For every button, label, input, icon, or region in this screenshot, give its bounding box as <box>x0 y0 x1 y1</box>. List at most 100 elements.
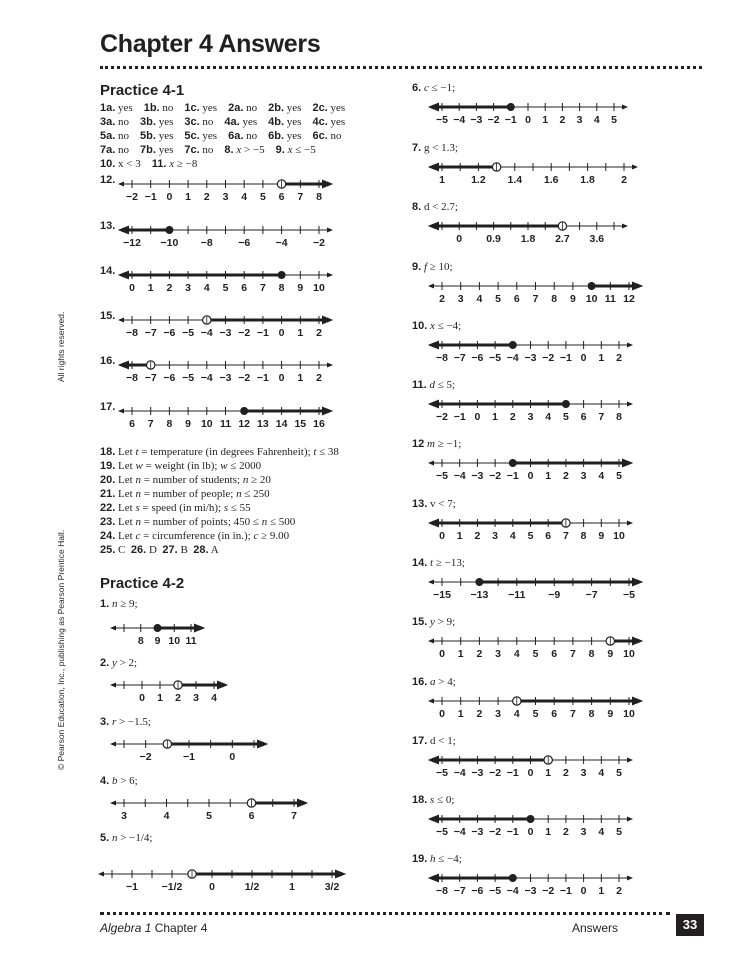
tick-label: 10 <box>586 293 598 305</box>
problem-number: 17. <box>100 401 116 413</box>
tick-label: 5 <box>611 114 617 126</box>
problem-number: 17. <box>412 735 428 747</box>
tick-label: −2 <box>140 751 152 763</box>
tick-label: −5 <box>489 352 501 364</box>
problem-1: 1. n ≥ 9; <box>100 598 138 610</box>
tick-label: 0 <box>439 648 445 660</box>
answer-expression: no <box>118 116 130 128</box>
number-line: −1 −1/2 0 1/2 1 3/2 <box>98 869 346 893</box>
tick-label: 0 <box>439 530 445 542</box>
tick-label: 7 <box>260 282 266 294</box>
answer-expression: f ≥ 10; <box>423 261 453 273</box>
number-line: 0 1 2 3 4 5 6 7 8 9 10 <box>428 696 643 720</box>
tick-label: 0 <box>456 233 462 245</box>
answer-row: 3a. no 3b. yes 3c. no 4a. yes 4b. yes 4c… <box>100 115 345 129</box>
right-arrow-icon <box>627 757 633 763</box>
answer-number: 1b. <box>143 102 160 114</box>
answer-expression: Let n = number of students; n ≥ 20 <box>118 474 271 486</box>
answer-expression: Let n = number of points; 450 ≤ n ≤ 500 <box>118 516 296 528</box>
tick-label: 1 <box>458 708 464 720</box>
right-arrow-icon <box>622 104 628 110</box>
answer-expression: n > −1/4; <box>111 832 153 844</box>
tick-label: 11 <box>220 418 231 430</box>
answer-row: 7a. no 7b. yes 7c. no 8. x > −5 9. x ≤ −… <box>100 143 345 157</box>
word-answer: 20. Let n = number of students; n ≥ 20 <box>100 473 339 487</box>
tick-label: 1 <box>458 648 464 660</box>
right-arrow-icon <box>627 875 633 881</box>
left-arrow-icon <box>428 698 434 704</box>
tick-label: 1.6 <box>544 174 559 186</box>
tick-label: 7 <box>291 810 297 822</box>
ray-arrow-icon <box>428 873 439 883</box>
tick-label: −2 <box>489 767 501 779</box>
tick-label: −5 <box>182 327 194 339</box>
answer-expression: yes <box>118 102 133 114</box>
tick-label: 1.2 <box>471 174 486 186</box>
tick-label: −3 <box>525 885 537 897</box>
tick-label: −8 <box>436 885 448 897</box>
left-arrow-icon <box>428 579 434 585</box>
tick-label: −2 <box>313 237 325 249</box>
answer-number: 22. <box>100 502 116 514</box>
number-line: −5 −4 −3 −2 −1 0 1 2 3 4 5 <box>428 102 628 126</box>
answer-number: 2c. <box>312 102 328 114</box>
number-line: −8 −7 −6 −5 −4 −3 −2 −1 0 1 2 <box>428 873 633 897</box>
answer-number: 6c. <box>312 130 328 142</box>
answer-expression: x ≥ −8 <box>169 158 198 170</box>
tick-label: 3 <box>581 470 587 482</box>
tick-label: 4 <box>164 810 170 822</box>
answer-number: 2b. <box>268 102 285 114</box>
answer-number: 3c. <box>184 116 200 128</box>
tick-label: 9 <box>607 708 613 720</box>
left-arrow-icon <box>118 317 124 323</box>
answer-number: 26. <box>130 544 147 556</box>
ray-arrow-icon <box>297 798 308 808</box>
tick-label: 4 <box>204 282 210 294</box>
tick-label: 1 <box>439 174 445 186</box>
answer-number: 23. <box>100 516 116 528</box>
tick-label: −1 <box>454 411 466 423</box>
word-answer: 18. Let t = temperature (in degrees Fahr… <box>100 445 339 459</box>
tick-label: −3 <box>471 470 483 482</box>
tick-label: −1 <box>126 881 138 893</box>
tick-label: 3 <box>495 648 501 660</box>
answer-number: 2a. <box>228 102 244 114</box>
number-line: 8 9 10 11 <box>110 623 205 647</box>
answer-number: 10. <box>100 158 116 170</box>
problem-9: 9. f ≥ 10; <box>412 261 453 273</box>
tick-label: 2 <box>476 648 482 660</box>
right-arrow-icon <box>627 342 633 348</box>
tick-label: 4 <box>594 114 600 126</box>
word-answer: 23. Let n = number of points; 450 ≤ n ≤ … <box>100 515 339 529</box>
tick-label: −8 <box>126 327 138 339</box>
answer-expression: no <box>162 102 174 114</box>
closed-endpoint <box>508 341 517 349</box>
problem-number: 8. <box>412 201 422 213</box>
problem-number: 15. <box>100 310 116 322</box>
tick-label: 2 <box>563 767 569 779</box>
tick-label: −10 <box>160 237 178 249</box>
left-arrow-icon <box>118 408 124 414</box>
answer-number: 5a. <box>100 130 116 142</box>
tick-label: −15 <box>433 589 451 601</box>
chapter-label: Chapter 4 <box>154 921 208 935</box>
answer-expression: yes <box>158 116 174 128</box>
tick-label: 10 <box>623 648 635 660</box>
tick-label: 5 <box>563 411 569 423</box>
copyright-notice: © Pearson Education, Inc., publishing as… <box>56 529 66 770</box>
tick-label: 0 <box>129 282 135 294</box>
answer-expression: Let s = speed (in mi/h); s ≤ 55 <box>118 502 251 514</box>
ray-arrow-icon <box>217 680 228 690</box>
tick-label: 5 <box>616 470 622 482</box>
answer-number: 7b. <box>140 144 156 156</box>
problem-number: 3. <box>100 716 110 728</box>
page-title: Chapter 4 Answers <box>100 30 321 58</box>
tick-label: −7 <box>454 885 466 897</box>
tick-label: 7 <box>563 530 569 542</box>
ray-arrow-icon <box>632 696 643 706</box>
tick-label: −3 <box>471 826 483 838</box>
tick-label: 4 <box>211 692 217 704</box>
answer-expression: yes <box>158 130 174 142</box>
tick-label: 2 <box>316 372 322 384</box>
tick-label: −5 <box>623 589 635 601</box>
